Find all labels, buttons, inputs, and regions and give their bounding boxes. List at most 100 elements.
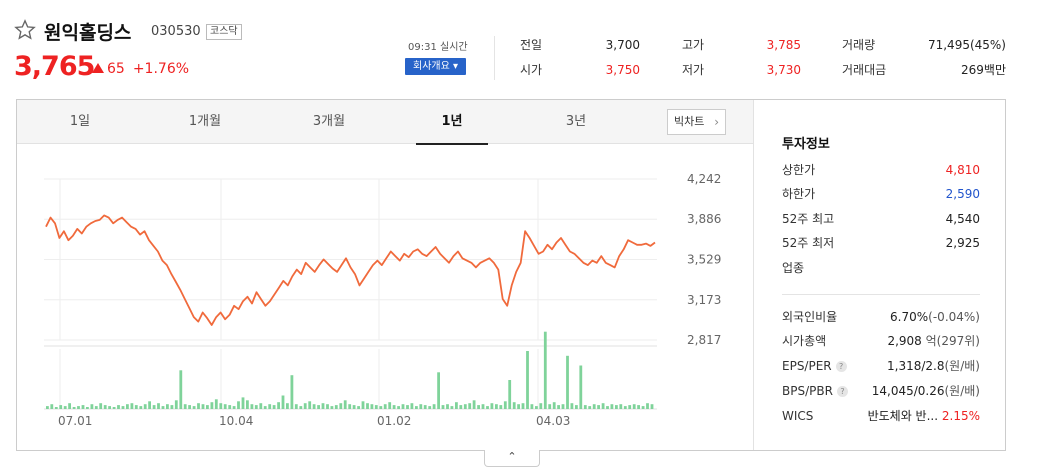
volume-bar (526, 351, 529, 409)
volume-bar (139, 406, 143, 409)
volume-bar (174, 400, 178, 409)
volume-bar (81, 405, 85, 409)
x-tick-label: 10.04 (219, 414, 253, 428)
tab-1year[interactable]: 1년 (416, 100, 488, 145)
industry-row: 업종 (782, 260, 980, 276)
expand-toggle[interactable]: ⌃ (484, 450, 540, 467)
volume-bar (72, 407, 76, 409)
volume-bar (232, 406, 236, 409)
divider (753, 100, 754, 450)
volume-bar (348, 404, 352, 409)
volume-bar (592, 404, 596, 409)
volume-bar (294, 404, 298, 409)
upper-limit-row: 상한가 4,810 (782, 162, 980, 178)
volume-bar (241, 397, 245, 409)
volume-bar (121, 406, 125, 409)
volume-bar (370, 404, 374, 409)
volume-bar (303, 403, 307, 409)
volume-value: 71,495(45%) (927, 38, 1006, 52)
period-tabs: 1일 1개월 3개월 1년 3년 빅차트 › (17, 100, 753, 145)
eps-per-row: EPS/PER? 1,318/2.8(원/배) (782, 358, 980, 374)
volume-bar (650, 404, 654, 409)
volume-bar (366, 403, 369, 409)
volume-bar (521, 403, 525, 409)
y-tick-label: 3,886 (687, 212, 721, 226)
tab-1day[interactable]: 1일 (69, 114, 91, 129)
eps-per: 1,318/2.8 (887, 359, 945, 373)
volume-label: 거래량 (842, 38, 876, 52)
y-tick-label: 2,817 (687, 333, 721, 347)
foreign-ratio: 6.70% (890, 310, 929, 324)
help-icon[interactable]: ? (835, 361, 847, 372)
volume-bar (108, 406, 111, 409)
volume-bar (543, 331, 547, 409)
company-overview-button[interactable]: 회사개요 ▾ (405, 58, 466, 75)
low-value: 3,730 (766, 63, 801, 77)
volume-bar (214, 399, 218, 409)
tab-3year[interactable]: 3년 (565, 114, 587, 129)
volume-bar (286, 403, 289, 409)
volume-bar (277, 402, 280, 409)
volume-bar (646, 403, 649, 409)
volume-bar (117, 405, 120, 409)
big-chart-button[interactable]: 빅차트 › (667, 109, 726, 135)
volume-bar (374, 405, 378, 409)
volume-bar (601, 403, 605, 409)
low52-label: 52주 최저 (782, 236, 835, 250)
volume-bar (641, 406, 645, 409)
foreign-change: (-0.04%) (928, 310, 980, 324)
volume-bar (441, 405, 445, 409)
volume-bar (268, 404, 272, 409)
volume-bar (170, 405, 174, 409)
trade-value-label: 거래대금 (842, 63, 887, 77)
volume-bar (455, 402, 458, 409)
volume-bar (437, 372, 440, 409)
realtime-label: 09:31 실시간 (408, 42, 468, 53)
x-tick-label: 01.02 (377, 414, 411, 428)
volume-bar (490, 403, 494, 409)
favorite-star-icon[interactable] (14, 19, 36, 41)
volume-bar (539, 403, 543, 409)
wics-label: WICS (782, 409, 814, 423)
volume-bar (326, 404, 329, 409)
volume-bar (59, 405, 63, 409)
tab-1month[interactable]: 1개월 (188, 114, 222, 129)
upper-limit-value: 4,810 (945, 163, 980, 177)
eps-per-value: 1,318/2.8(원/배) (887, 358, 980, 374)
volume-bar (126, 404, 129, 409)
volume-bar (499, 405, 503, 409)
volume-bar (281, 395, 285, 409)
tab-3month[interactable]: 3개월 (312, 114, 346, 129)
lower-limit-label: 하한가 (782, 187, 816, 201)
volume-bar (197, 403, 200, 409)
volume-bar (228, 405, 232, 409)
volume-bar (495, 404, 498, 409)
volume-bar (517, 404, 520, 409)
volume-bar (477, 405, 480, 409)
volume-bar (397, 406, 400, 409)
invest-title: 투자정보 (782, 137, 830, 152)
foreign-ratio-row: 외국인비율 6.70%(-0.04%) (782, 309, 980, 325)
volume-bar (161, 406, 165, 409)
volume-bar (54, 407, 58, 409)
volume-bar (143, 404, 147, 409)
eps-per-label: EPS/PER (782, 359, 832, 373)
volume-bar (512, 402, 516, 409)
help-icon[interactable]: ? (836, 386, 848, 397)
up-triangle-icon (92, 63, 104, 73)
volume-bar (259, 403, 263, 409)
bps-pbr-label: BPS/PBR (782, 384, 833, 398)
market-cap-unit: 억(297위) (925, 334, 980, 348)
volume-bar (99, 403, 103, 409)
volume-bar (583, 405, 587, 409)
change-amount: 65 (107, 61, 125, 77)
foreign-ratio-label: 외국인비율 (782, 310, 838, 324)
volume-bar (352, 405, 356, 409)
wics-value: 반도체와 반... 2.15% (868, 408, 980, 424)
volume-bar (308, 401, 312, 409)
price-chart[interactable]: 4,242 3,886 3,529 3,173 2,817 07.01 10.04 01.02… (17, 144, 753, 450)
volume-bar (379, 406, 383, 409)
wics-industry[interactable]: 반도체와 반... (867, 409, 939, 423)
volume-bar (46, 406, 49, 409)
volume-bar (468, 403, 472, 409)
